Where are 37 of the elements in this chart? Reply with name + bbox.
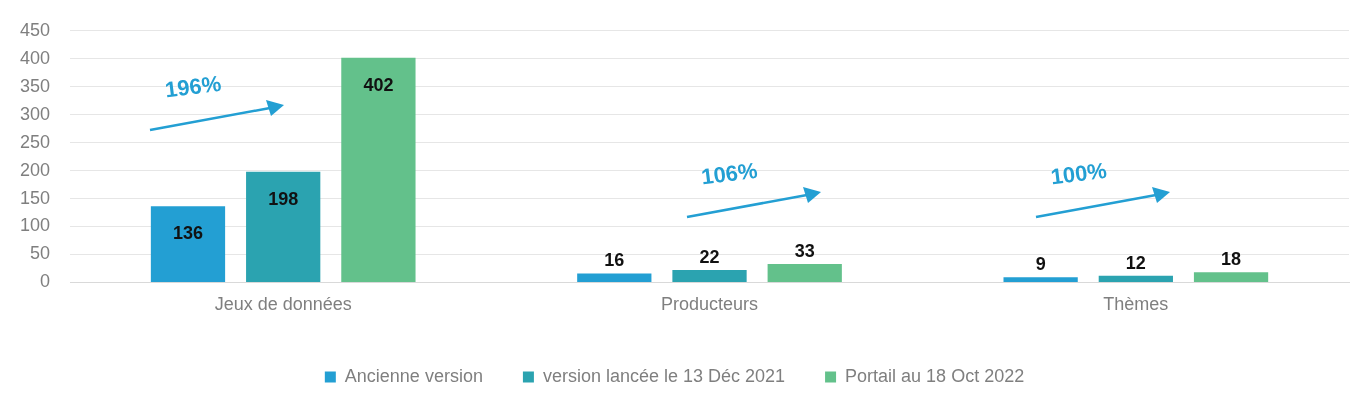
bar — [1098, 275, 1173, 282]
data-label: 402 — [363, 74, 394, 95]
x-tick-label: Jeux de données — [214, 294, 352, 315]
y-tick-label: 50 — [30, 243, 51, 264]
annotation: 106% — [699, 157, 759, 190]
bar — [246, 171, 321, 282]
legend-label: Ancienne version — [344, 365, 483, 386]
data-label: 18 — [1221, 249, 1242, 270]
data-label: 136 — [172, 223, 203, 244]
data-label: 16 — [604, 250, 625, 271]
y-tick-label: 400 — [19, 47, 51, 68]
x-tick-label: Producteurs — [660, 294, 759, 315]
bar — [1193, 272, 1269, 282]
data-label: 33 — [794, 240, 815, 261]
legend-label: version lancée le 13 Déc 2021 — [542, 365, 786, 386]
bar — [577, 273, 652, 282]
bar — [672, 270, 747, 282]
y-tick-label: 200 — [19, 159, 51, 180]
y-tick-label: 100 — [19, 215, 51, 236]
y-tick-label: 350 — [19, 75, 51, 96]
bar — [767, 263, 842, 282]
data-label: 9 — [1035, 254, 1046, 275]
data-label: 198 — [268, 188, 299, 209]
y-tick-label: 0 — [40, 271, 51, 292]
y-tick-label: 250 — [19, 131, 51, 152]
annotation: 100% — [1049, 157, 1109, 190]
y-tick-label: 300 — [19, 103, 51, 124]
y-tick-label: 150 — [19, 187, 51, 208]
data-label: 22 — [699, 247, 720, 268]
data-label: 12 — [1125, 252, 1146, 273]
bar — [150, 206, 226, 282]
x-tick-label: Thèmes — [1103, 294, 1169, 315]
y-tick-label: 450 — [19, 19, 51, 40]
annotation: 196% — [163, 70, 223, 103]
bar — [341, 57, 416, 282]
bar — [1003, 277, 1078, 282]
legend-label: Portail au 18 Oct 2022 — [845, 365, 1025, 386]
